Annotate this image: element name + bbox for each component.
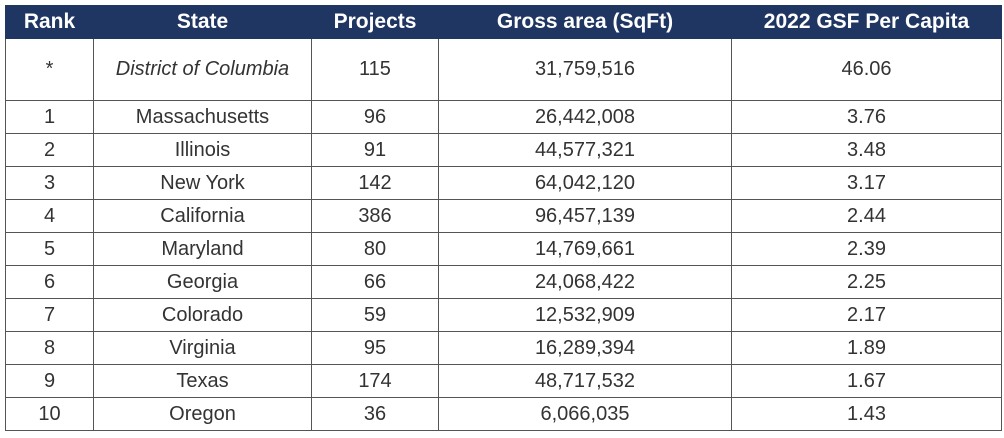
cell-state: Texas <box>93 364 312 398</box>
cell-projects: 80 <box>311 232 439 266</box>
cell-state: Illinois <box>93 133 312 167</box>
table-row: 10 Oregon 36 6,066,035 1.43 <box>5 397 1002 431</box>
cell-rank: 6 <box>5 265 94 299</box>
cell-rank: 2 <box>5 133 94 167</box>
cell-projects: 66 <box>311 265 439 299</box>
cell-gross-area: 26,442,008 <box>438 100 732 134</box>
cell-gross-area: 12,532,909 <box>438 298 732 332</box>
cell-rank: 4 <box>5 199 94 233</box>
table-header-row: Rank State Projects Gross area (SqFt) 20… <box>5 5 1002 39</box>
cell-projects: 142 <box>311 166 439 200</box>
cell-projects: 386 <box>311 199 439 233</box>
cell-gross-area: 64,042,120 <box>438 166 732 200</box>
cell-gross-area: 96,457,139 <box>438 199 732 233</box>
cell-state: Oregon <box>93 397 312 431</box>
table-row: 2 Illinois 91 44,577,321 3.48 <box>5 133 1002 167</box>
cell-gsf-per-capita: 3.76 <box>731 100 1002 134</box>
header-rank: Rank <box>5 5 94 39</box>
cell-rank: 5 <box>5 232 94 266</box>
cell-projects: 95 <box>311 331 439 365</box>
cell-rank: 7 <box>5 298 94 332</box>
cell-rank: * <box>5 38 94 101</box>
cell-rank: 1 <box>5 100 94 134</box>
cell-projects: 174 <box>311 364 439 398</box>
table-row: 9 Texas 174 48,717,532 1.67 <box>5 364 1002 398</box>
cell-rank: 9 <box>5 364 94 398</box>
header-gsf-per-capita: 2022 GSF Per Capita <box>731 5 1002 39</box>
cell-state: California <box>93 199 312 233</box>
cell-gsf-per-capita: 2.39 <box>731 232 1002 266</box>
cell-gross-area: 24,068,422 <box>438 265 732 299</box>
cell-gross-area: 6,066,035 <box>438 397 732 431</box>
cell-projects: 36 <box>311 397 439 431</box>
cell-gsf-per-capita: 2.44 <box>731 199 1002 233</box>
table-row: 4 California 386 96,457,139 2.44 <box>5 199 1002 233</box>
cell-state: Georgia <box>93 265 312 299</box>
table-row: * District of Columbia 115 31,759,516 46… <box>5 38 1002 101</box>
cell-state: Colorado <box>93 298 312 332</box>
cell-projects: 59 <box>311 298 439 332</box>
table-row: 8 Virginia 95 16,289,394 1.89 <box>5 331 1002 365</box>
table-row: 1 Massachusetts 96 26,442,008 3.76 <box>5 100 1002 134</box>
cell-state: District of Columbia <box>93 38 312 101</box>
table-row: 7 Colorado 59 12,532,909 2.17 <box>5 298 1002 332</box>
header-projects: Projects <box>311 5 439 39</box>
cell-gross-area: 14,769,661 <box>438 232 732 266</box>
cell-gsf-per-capita: 1.89 <box>731 331 1002 365</box>
header-gross-area: Gross area (SqFt) <box>438 5 732 39</box>
cell-gross-area: 31,759,516 <box>438 38 732 101</box>
cell-state: Maryland <box>93 232 312 266</box>
cell-state: New York <box>93 166 312 200</box>
table-row: 6 Georgia 66 24,068,422 2.25 <box>5 265 1002 299</box>
cell-gross-area: 48,717,532 <box>438 364 732 398</box>
cell-gsf-per-capita: 3.48 <box>731 133 1002 167</box>
state-ranking-table: Rank State Projects Gross area (SqFt) 20… <box>5 5 1002 431</box>
cell-gsf-per-capita: 2.17 <box>731 298 1002 332</box>
ranking-table-container: Rank State Projects Gross area (SqFt) 20… <box>5 5 1002 431</box>
cell-rank: 3 <box>5 166 94 200</box>
cell-gross-area: 44,577,321 <box>438 133 732 167</box>
cell-rank: 8 <box>5 331 94 365</box>
cell-gsf-per-capita: 46.06 <box>731 38 1002 101</box>
cell-state: Massachusetts <box>93 100 312 134</box>
cell-projects: 115 <box>311 38 439 101</box>
cell-gsf-per-capita: 2.25 <box>731 265 1002 299</box>
cell-projects: 96 <box>311 100 439 134</box>
header-state: State <box>93 5 312 39</box>
table-row: 3 New York 142 64,042,120 3.17 <box>5 166 1002 200</box>
cell-rank: 10 <box>5 397 94 431</box>
cell-gsf-per-capita: 1.43 <box>731 397 1002 431</box>
cell-gsf-per-capita: 1.67 <box>731 364 1002 398</box>
cell-gsf-per-capita: 3.17 <box>731 166 1002 200</box>
table-row: 5 Maryland 80 14,769,661 2.39 <box>5 232 1002 266</box>
cell-state: Virginia <box>93 331 312 365</box>
cell-gross-area: 16,289,394 <box>438 331 732 365</box>
cell-projects: 91 <box>311 133 439 167</box>
